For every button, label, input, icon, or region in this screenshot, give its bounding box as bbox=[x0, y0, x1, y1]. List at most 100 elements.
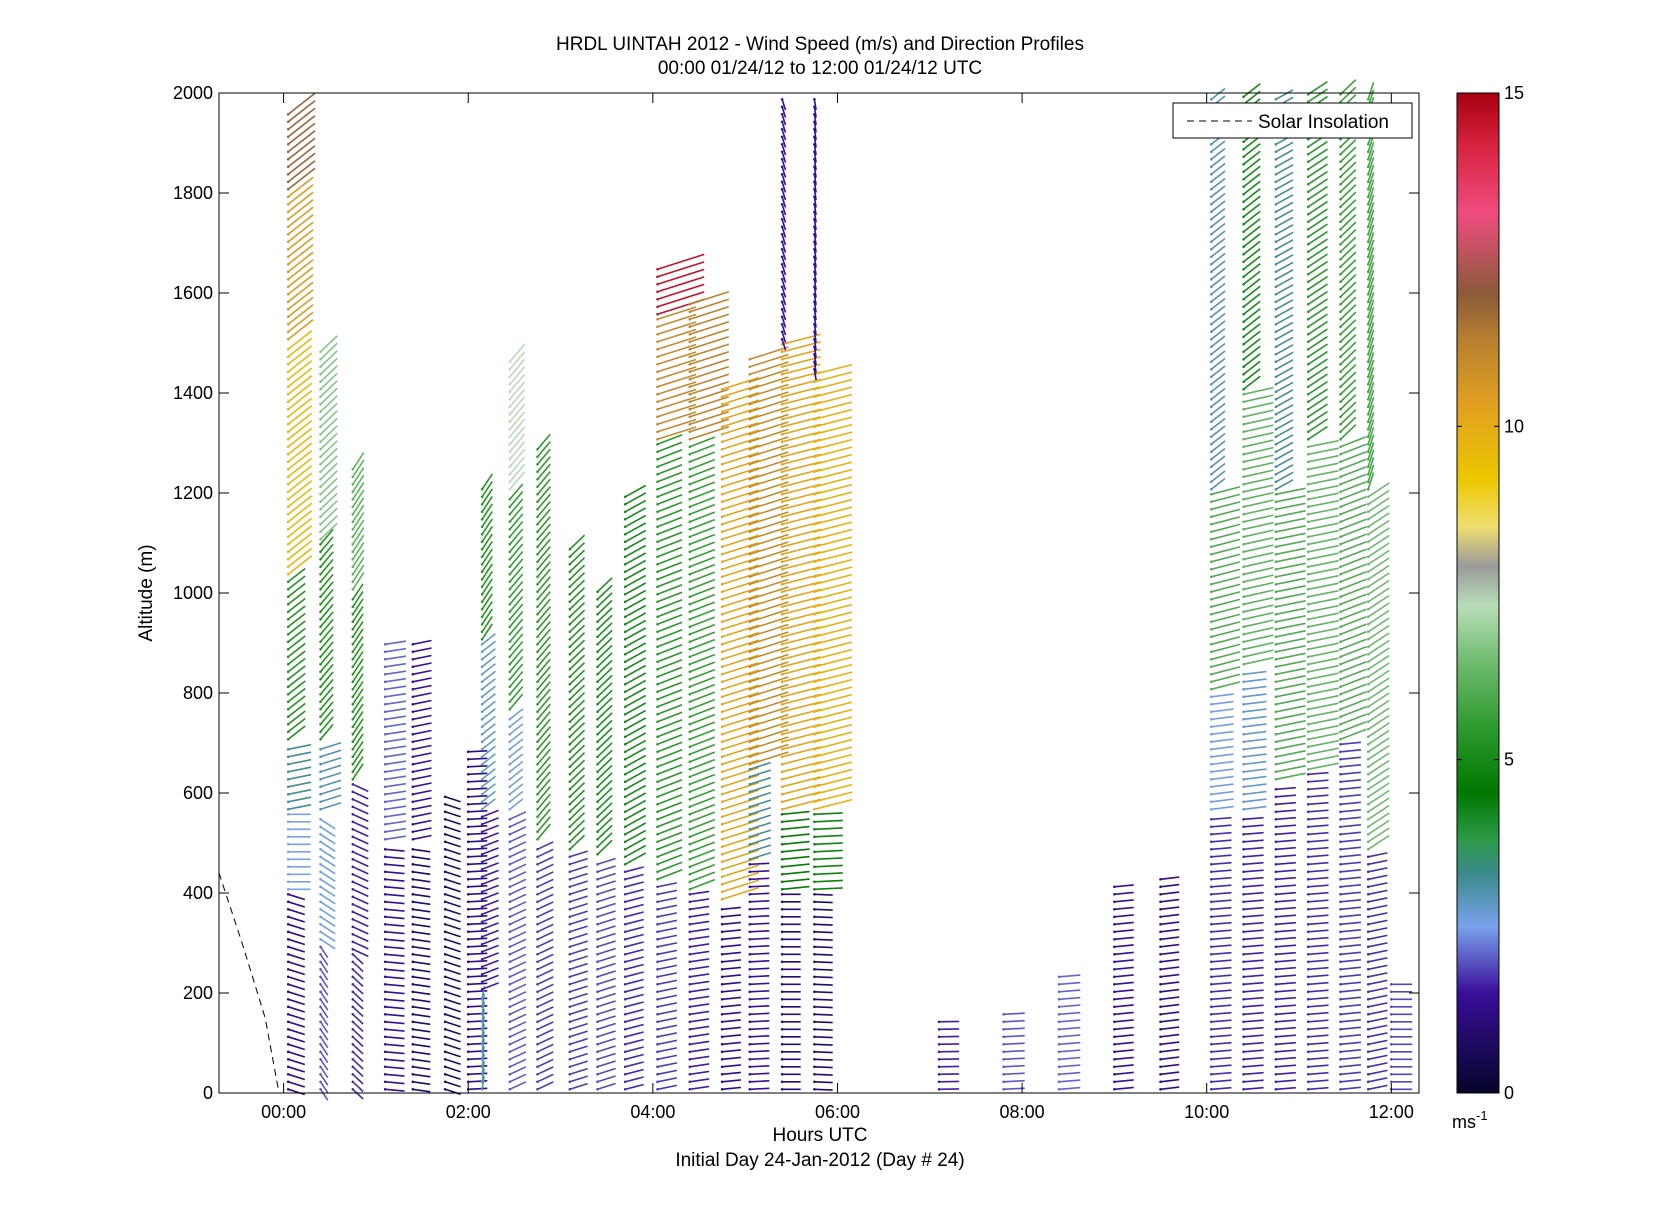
wind-barb-base bbox=[689, 798, 692, 801]
wind-barb bbox=[538, 879, 554, 886]
wind-barb-base bbox=[1242, 373, 1245, 376]
wind-barb-base bbox=[509, 413, 512, 416]
wind-barb-base bbox=[781, 763, 784, 766]
wind-barb-base bbox=[749, 828, 752, 831]
wind-barb bbox=[1244, 211, 1261, 224]
wind-barb-base bbox=[1307, 348, 1310, 351]
wind-barb-base bbox=[319, 1081, 322, 1084]
wind-barb bbox=[598, 608, 613, 622]
wind-barb bbox=[385, 754, 406, 757]
wind-barb bbox=[413, 999, 431, 1002]
wind-barb-base bbox=[287, 998, 290, 1001]
wind-barb-base bbox=[352, 506, 355, 509]
wind-barb bbox=[598, 578, 613, 592]
wind-barb-base bbox=[1339, 916, 1342, 919]
wind-barb-base bbox=[569, 991, 572, 994]
wind-barb-base bbox=[287, 218, 290, 221]
wind-barb-base bbox=[287, 393, 290, 396]
wind-barb-base bbox=[1339, 656, 1342, 659]
wind-barb-base bbox=[1242, 681, 1245, 684]
wind-barb bbox=[288, 518, 312, 537]
wind-barb-base bbox=[1275, 598, 1278, 601]
wind-barb bbox=[1244, 354, 1261, 367]
wind-barb bbox=[353, 792, 369, 799]
wind-barb-base bbox=[481, 928, 484, 931]
wind-barb bbox=[814, 843, 842, 844]
wind-barb bbox=[598, 1001, 616, 1007]
wind-barb bbox=[1276, 803, 1296, 805]
wind-barb-base bbox=[813, 666, 816, 669]
wind-barb bbox=[570, 715, 585, 729]
wind-barb-base bbox=[1339, 908, 1342, 911]
wind-barb-base bbox=[536, 863, 539, 866]
wind-barb bbox=[814, 865, 842, 866]
wind-barb bbox=[510, 894, 526, 902]
wind-barb-base bbox=[1242, 231, 1245, 234]
wind-barb bbox=[413, 1037, 431, 1040]
wind-barb bbox=[1211, 870, 1231, 872]
wind-barb bbox=[658, 330, 697, 342]
wind-barb-base bbox=[1159, 998, 1162, 1001]
wind-barb bbox=[538, 924, 554, 931]
wind-barb-base bbox=[1210, 331, 1213, 334]
wind-barb-base bbox=[721, 726, 724, 729]
wind-barb-base bbox=[536, 583, 539, 586]
wind-barb bbox=[413, 962, 431, 965]
wind-barb bbox=[1368, 980, 1387, 984]
wind-barb bbox=[445, 1067, 460, 1072]
wind-barb bbox=[750, 886, 770, 887]
wind-barb bbox=[321, 478, 338, 494]
wind-barb-base bbox=[481, 643, 484, 646]
wind-barb-base bbox=[596, 786, 599, 789]
wind-barb bbox=[321, 448, 338, 464]
wind-barb-base bbox=[536, 733, 539, 736]
wind-barb-base bbox=[1058, 1081, 1061, 1084]
wind-barb-base bbox=[536, 816, 539, 819]
wind-barb bbox=[750, 853, 771, 860]
wind-barb-base bbox=[319, 448, 322, 451]
wind-barb bbox=[1211, 938, 1231, 940]
wind-barb-base bbox=[1242, 1058, 1245, 1061]
wind-barb bbox=[510, 514, 523, 529]
wind-barb-base bbox=[749, 613, 752, 616]
wind-barb-base bbox=[536, 613, 539, 616]
wind-barb bbox=[625, 1032, 644, 1037]
wind-barb-base bbox=[781, 493, 784, 496]
wind-barb-base bbox=[287, 983, 290, 986]
wind-barb-base bbox=[1242, 163, 1245, 166]
wind-barb-base bbox=[749, 733, 752, 736]
wind-barb bbox=[1244, 732, 1267, 735]
wind-barb-base bbox=[319, 516, 322, 519]
wind-barb bbox=[1308, 516, 1339, 522]
wind-barb-base bbox=[467, 908, 470, 911]
wind-barb bbox=[1308, 795, 1328, 797]
wind-barb bbox=[1308, 628, 1339, 634]
wind-barb-base bbox=[1242, 1028, 1245, 1031]
wind-barb bbox=[1114, 922, 1133, 924]
wind-barb bbox=[1211, 732, 1233, 735]
wind-barb-base bbox=[624, 803, 627, 806]
wind-barb bbox=[690, 1019, 709, 1022]
wind-barb-base bbox=[656, 298, 659, 301]
wind-barb bbox=[1276, 593, 1306, 599]
wind-barb-base bbox=[1275, 458, 1278, 461]
wind-barb bbox=[353, 520, 364, 537]
wind-barb-base bbox=[1210, 613, 1213, 616]
wind-barb-base bbox=[1210, 568, 1213, 571]
wind-barb bbox=[1211, 592, 1240, 599]
wind-barb bbox=[722, 1065, 741, 1067]
wind-barb-base bbox=[481, 861, 484, 864]
wind-barb-base bbox=[481, 673, 484, 676]
wind-barb-base bbox=[1307, 498, 1310, 501]
wind-barb-base bbox=[509, 671, 512, 674]
wind-barb bbox=[1004, 1088, 1025, 1089]
wind-barb-base bbox=[689, 678, 692, 681]
wind-barb bbox=[1368, 1033, 1387, 1037]
wind-barb-base bbox=[813, 741, 816, 744]
wind-barb-base bbox=[1275, 818, 1278, 821]
wind-barb bbox=[321, 612, 334, 627]
wind-barb-base bbox=[1367, 931, 1370, 934]
wind-barb-base bbox=[536, 923, 539, 926]
wind-barb-base bbox=[1367, 1013, 1370, 1016]
wind-barb-base bbox=[319, 833, 322, 836]
